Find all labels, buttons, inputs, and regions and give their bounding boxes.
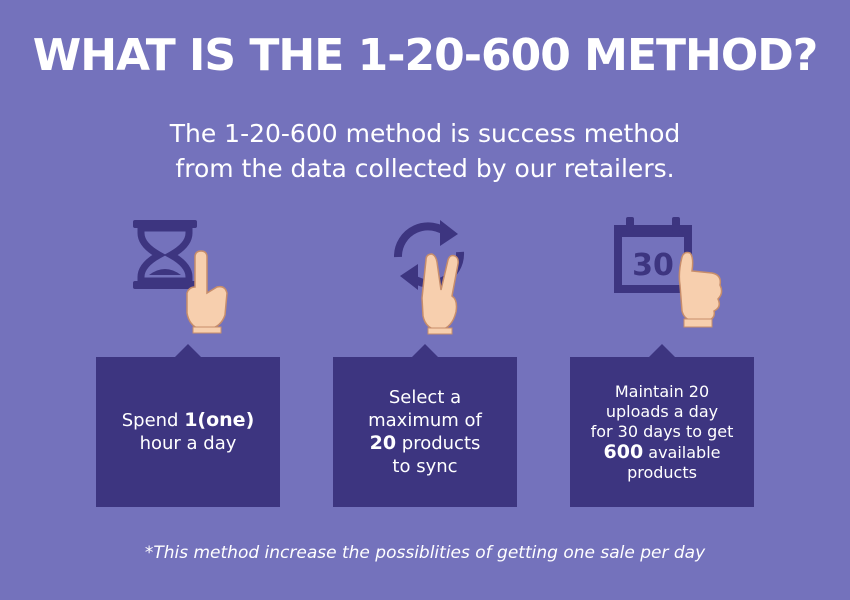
step-3-illustration: 30 [612,215,732,344]
calendar-icon: 30 [614,217,723,328]
step-3-text: Maintain 20 uploads a day for 30 days to… [573,382,752,483]
step-2-illustration [378,212,488,346]
step-3-bold: 600 [603,440,644,463]
step-2-line-2: maximum of [368,410,482,431]
subtitle-line-2: from the data collected by our retailers… [175,154,675,183]
footnote: *This method increase the possiblities o… [144,543,706,563]
thumbs-up-hand-icon [678,251,723,328]
one-finger-hand-icon [186,250,228,334]
step-2-post: to sync [392,456,458,477]
step-3-line-3: for 30 days to get [590,421,734,441]
step-3-line-2: uploads a day [605,401,719,421]
hourglass-icon [133,220,228,334]
step-1-post: hour a day [139,433,237,454]
step-1-bold: 1(one) [184,409,255,431]
calendar-number: 30 [632,248,674,283]
step-1-text: Spend 1(one) hour a day [104,409,273,455]
step-2-bold-suffix: products [396,433,481,454]
step-3-box: Maintain 20 uploads a day for 30 days to… [570,344,754,507]
subtitle: The 1-20-600 method is success method fr… [0,116,850,186]
step-1-pre: Spend [121,410,185,431]
page-title: WHAT IS THE 1-20-600 METHOD? [32,30,819,81]
sync-icon [393,220,465,335]
step-2-bold: 20 [369,432,397,454]
step-2-line-1: Select a [388,387,462,408]
step-2-text: Select a maximum of 20 products to sync [350,386,500,478]
step-1-box: Spend 1(one) hour a day [96,344,280,507]
step-3-bold-suffix: available [643,442,721,462]
step-2-box: Select a maximum of 20 products to sync [333,344,517,507]
step-1-illustration [125,215,235,344]
step-3-line-1: Maintain 20 [614,381,710,401]
two-fingers-hand-icon [421,253,459,335]
subtitle-line-1: The 1-20-600 method is success method [169,119,681,148]
step-3-post: products [627,462,697,482]
